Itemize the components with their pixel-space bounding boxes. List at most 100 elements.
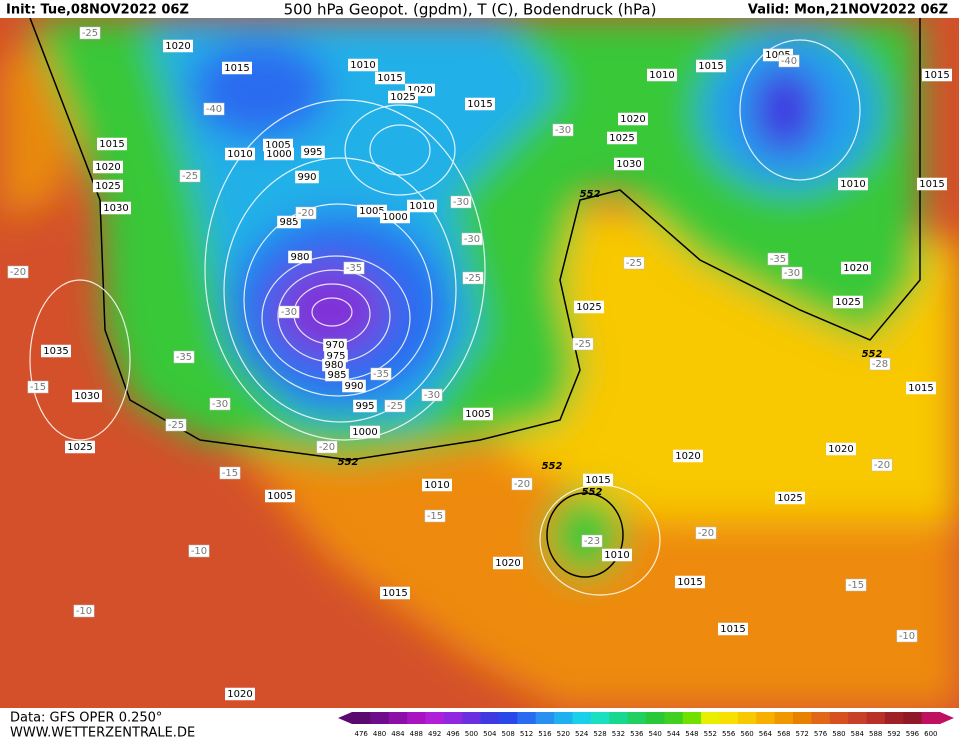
isobar-label: 1020 (828, 444, 853, 455)
temperature-label: -30 (212, 399, 228, 410)
temperature-label-group: -25 (572, 337, 594, 351)
temperature-label-group: -20 (695, 526, 717, 540)
isobar-label: 1025 (576, 302, 601, 313)
colorbar-tick-label: 492 (428, 730, 441, 738)
temperature-label-box (572, 337, 594, 351)
colorbar-tick-label: 476 (355, 730, 369, 738)
isobar-label-group: 1030 (72, 389, 102, 403)
isobar-label-group: 1015 (222, 61, 252, 75)
temperature-label-box (295, 206, 317, 220)
temperature-label-box (695, 526, 717, 540)
isobar-label-group: 990 (295, 170, 319, 184)
colorbar-tick-label: 556 (722, 730, 736, 738)
isobar-label-box (72, 389, 102, 403)
temperature-label: -30 (464, 234, 480, 245)
colorbar-cell (443, 712, 463, 724)
colorbar-cell (848, 712, 867, 724)
isobar-label: 1020 (495, 558, 520, 569)
isobar-label-group: 1015 (380, 586, 410, 600)
colorbar-cell (407, 712, 426, 724)
temperature-label: -15 (222, 468, 238, 479)
isobar-label-box (718, 622, 748, 636)
isobar-label: 990 (297, 172, 316, 183)
temperature-label-group: -30 (552, 123, 574, 137)
temperature-label-group: -15 (424, 509, 446, 523)
isobar-label-box (41, 344, 71, 358)
isobar-label: 1015 (224, 63, 249, 74)
temperature-label: -40 (206, 104, 222, 115)
colorbar-cell (811, 712, 831, 724)
isobar-label: 1010 (424, 480, 449, 491)
temperature-label: -15 (30, 382, 46, 393)
temperature-label-box (869, 357, 891, 371)
isobar-label-box (350, 425, 380, 439)
isobar-label-box (225, 147, 255, 161)
temperature-label: -20 (298, 208, 314, 219)
isobar-label: 1005 (765, 50, 790, 61)
isobar-label-group: 1010 (348, 58, 378, 72)
isobar-label: 970 (325, 340, 344, 351)
temperature-label: -35 (373, 369, 389, 380)
colorbar-cell (370, 712, 390, 724)
colorbar-cell (627, 712, 647, 724)
colorbar-cell (774, 712, 794, 724)
colorbar-tick-label: 524 (575, 730, 589, 738)
isobar-label: 1015 (382, 588, 407, 599)
isobar-label-box (342, 379, 366, 393)
isobar-label-box (375, 71, 405, 85)
isobar-label-group: 1010 (647, 68, 677, 82)
temperature-label-group: -30 (209, 397, 231, 411)
temperature-label: -25 (465, 273, 481, 284)
isobar-label-group: 985 (325, 368, 349, 382)
temperature-label-group: -15 (219, 466, 241, 480)
colorbar-arrow-right (940, 712, 954, 724)
isobar-label: 1025 (390, 92, 415, 103)
temperature-label-box (219, 466, 241, 480)
isobar-label: 1005 (265, 140, 290, 151)
geopotential-label: 552 (582, 487, 603, 498)
temperature-label-box (316, 440, 338, 454)
colorbar-cell (535, 712, 555, 724)
isobar-label-group: 1020 (225, 687, 255, 701)
colorbar-cell (737, 712, 757, 724)
isobar-label-group: 1025 (833, 295, 863, 309)
temperature-label-box (450, 195, 472, 209)
isobar-label-group: 985 (277, 215, 301, 229)
isobar-label-group: 995 (353, 399, 377, 413)
temperature-label-box (421, 388, 443, 402)
isobar-label: 1030 (616, 159, 641, 170)
isobar-label-group: 1015 (718, 622, 748, 636)
temperature-label-group: -23 (581, 534, 603, 548)
temperature-label-group: -20 (511, 477, 533, 491)
temperature-label-box (461, 232, 483, 246)
temperature-label: -25 (626, 258, 642, 269)
temperature-label-box (581, 534, 603, 548)
isobar-label-group: 1030 (614, 157, 644, 171)
colorbar-tick-label: 596 (906, 730, 920, 738)
isobar-label-group: 1025 (388, 90, 418, 104)
colorbar-tick-label: 508 (502, 730, 515, 738)
isobar-label-box (906, 381, 936, 395)
isobar-label: 1000 (266, 149, 291, 160)
isobar-label-group: 980 (322, 358, 346, 372)
temperature-label: -20 (319, 442, 335, 453)
temperature-label-box (424, 509, 446, 523)
temperature-label: -23 (584, 536, 600, 547)
isobar-label: 1010 (409, 201, 434, 212)
temperature-label: -20 (10, 267, 26, 278)
isobar-label-group: 1025 (574, 300, 604, 314)
colorbar-cell (517, 712, 537, 724)
temperature-label-box (179, 169, 201, 183)
isobar-label-group: 1030 (101, 201, 131, 215)
isobar-label-box (388, 90, 418, 104)
isobar-label-box (422, 478, 452, 492)
temperature-label: -15 (427, 511, 443, 522)
temperature-label: -25 (82, 28, 98, 39)
temperature-label-box (384, 399, 406, 413)
temperature-label-box (165, 418, 187, 432)
title: 500 hPa Geopot. (gpdm), T (C), Bodendruc… (284, 1, 657, 19)
colorbar-tick-label: 580 (832, 730, 845, 738)
isobar-label-box (614, 157, 644, 171)
isobar-label-box (647, 68, 677, 82)
isobar-label-group: 995 (301, 145, 325, 159)
